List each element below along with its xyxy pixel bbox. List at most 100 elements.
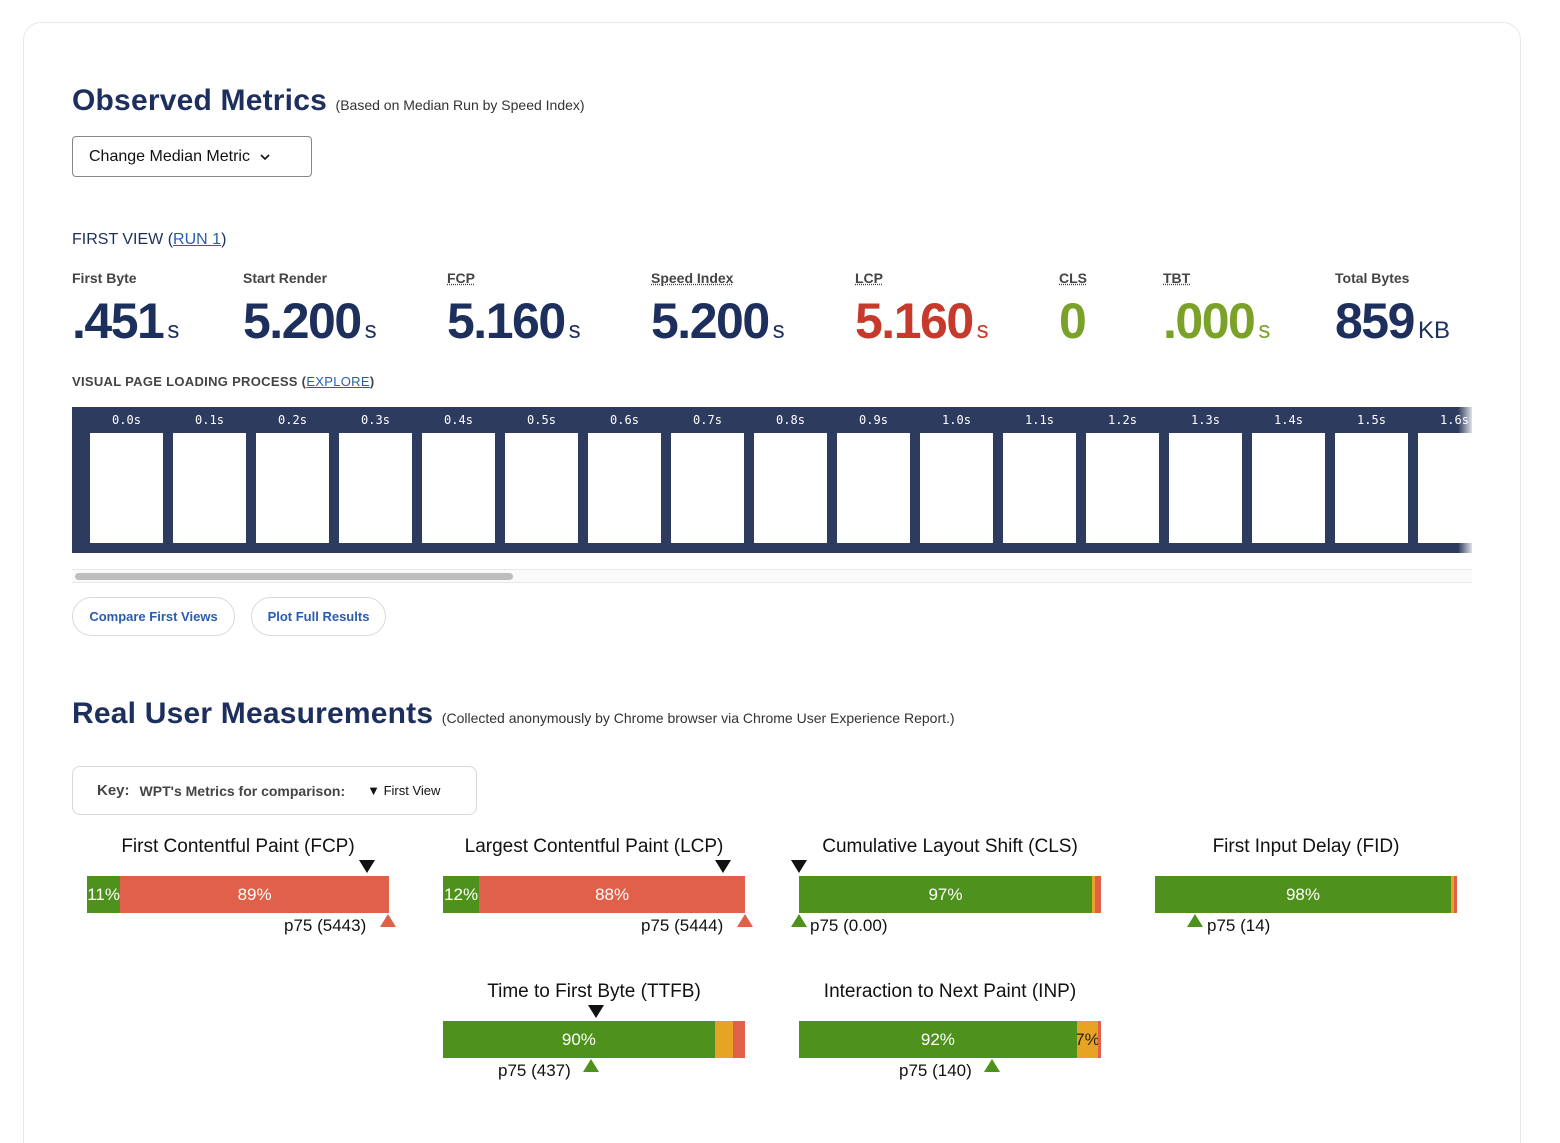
poor-segment	[1094, 876, 1101, 913]
rum-card-title: First Contentful Paint (FCP)	[121, 836, 355, 857]
frame-thumbnail[interactable]	[90, 433, 163, 543]
p75-label: p75 (0.00)	[810, 916, 888, 935]
frame-thumbnail[interactable]	[1003, 433, 1076, 543]
frame-thumbnail[interactable]	[1252, 433, 1325, 543]
frame-thumbnail[interactable]	[920, 433, 993, 543]
filmstrip-scrollbar[interactable]	[72, 569, 1472, 583]
needs-improvement-segment	[714, 1021, 733, 1058]
filmstrip-frame[interactable]: 1.1s	[985, 407, 1076, 553]
rum-metric-card: Cumulative Layout Shift (CLS) 97% p75 (0.0…	[791, 836, 1101, 936]
filmstrip-frame[interactable]: 0.7s	[653, 407, 744, 553]
poor-segment: 88%	[479, 876, 745, 913]
filmstrip-frame[interactable]: 1.5s	[1317, 407, 1408, 553]
distribution-bar: 12% 88%	[443, 876, 745, 913]
filmstrip-frame[interactable]: 0.9s	[819, 407, 910, 553]
frame-thumbnail[interactable]	[505, 433, 578, 543]
frame-thumbnail[interactable]	[256, 433, 329, 543]
filmstrip-frame[interactable]: 1.0s	[902, 407, 993, 553]
filmstrip-frame[interactable]: 1.2s	[1068, 407, 1159, 553]
p75-marker-icon	[791, 914, 807, 927]
run-1-link[interactable]: RUN 1	[173, 231, 222, 248]
distribution-bar: 92%7%	[799, 1021, 1101, 1058]
explore-link[interactable]: EXPLORE	[306, 374, 370, 389]
rum-metric-card: Time to First Byte (TTFB) 90% p75 (437)	[443, 981, 745, 1081]
first-view-marker-icon	[715, 860, 731, 873]
filmstrip-frame[interactable]: 1.4s	[1234, 407, 1325, 553]
metric-start-render: Start Render 5.200 s	[243, 270, 377, 349]
frame-time-label: 1.3s	[1191, 413, 1220, 427]
good-segment: 98%	[1155, 876, 1451, 913]
metric-first-byte: First Byte .451 s	[72, 270, 180, 349]
p75-label: p75 (14)	[1207, 916, 1271, 935]
good-segment: 90%	[443, 1021, 715, 1058]
frame-time-label: 0.9s	[859, 413, 888, 427]
frame-thumbnail[interactable]	[1086, 433, 1159, 543]
frame-thumbnail[interactable]	[1335, 433, 1408, 543]
distribution-bar: 97%	[799, 876, 1101, 913]
filmstrip-frame[interactable]: 0.4s	[404, 407, 495, 553]
scrollbar-thumb[interactable]	[75, 573, 513, 580]
metric-fcp: FCP 5.160 s	[447, 270, 581, 349]
frame-time-label: 0.1s	[195, 413, 224, 427]
plot-full-results-button[interactable]: Plot Full Results	[251, 597, 386, 636]
rum-title: Real User Measurements	[72, 697, 434, 730]
p75-marker-icon	[380, 914, 396, 927]
frame-thumbnail[interactable]	[588, 433, 661, 543]
filmstrip-frame[interactable]: 0.2s	[238, 407, 329, 553]
poor-segment: 89%	[120, 876, 389, 913]
compare-first-views-button[interactable]: Compare First Views	[72, 597, 235, 636]
frame-time-label: 1.1s	[1025, 413, 1054, 427]
observed-metrics-title: Observed Metrics	[72, 84, 327, 117]
observed-metrics-heading: Observed Metrics (Based on Median Run by…	[72, 84, 585, 118]
metric-speed-index: Speed Index 5.200 s	[651, 270, 785, 349]
rum-metric-card: First Input Delay (FID) 98% p75 (14)	[1155, 836, 1457, 936]
frame-thumbnail[interactable]	[422, 433, 495, 543]
p75-marker-icon	[583, 1059, 599, 1072]
key-metrics-label: WPT's Metrics for comparison:	[139, 782, 346, 799]
needs-improvement-segment	[1450, 876, 1454, 913]
first-view-marker-icon	[588, 1005, 604, 1018]
filmstrip-frame[interactable]: 0.8s	[736, 407, 827, 553]
metric-tbt: TBT .000 s	[1163, 270, 1271, 349]
comparison-key: Key: WPT's Metrics for comparison: ▼ Fir…	[72, 766, 477, 815]
rum-metric-card: First Contentful Paint (FCP) 11% 89% p75 (5…	[87, 836, 396, 936]
change-median-metric-dropdown[interactable]: Change Median Metric	[72, 136, 312, 177]
needs-improvement-segment: 7%	[1076, 1021, 1098, 1058]
poor-segment	[1097, 1021, 1101, 1058]
good-segment: 12%	[443, 876, 480, 913]
needs-improvement-segment	[1091, 876, 1095, 913]
filmstrip-frame[interactable]: 1.3s	[1151, 407, 1242, 553]
p75-label: p75 (5444)	[641, 916, 724, 935]
frame-time-label: 0.0s	[112, 413, 141, 427]
frame-thumbnail[interactable]	[339, 433, 412, 543]
rum-metric-card: Interaction to Next Paint (INP) 92%7% p75 …	[799, 981, 1101, 1081]
first-view-marker-icon	[791, 860, 807, 873]
frame-thumbnail[interactable]	[754, 433, 827, 543]
rum-card-title: Interaction to Next Paint (INP)	[823, 981, 1077, 1002]
frame-time-label: 0.5s	[527, 413, 556, 427]
visual-loading-label: VISUAL PAGE LOADING PROCESS (EXPLORE)	[72, 374, 375, 389]
filmstrip-frame[interactable]: 0.0s	[72, 407, 163, 553]
chevron-down-icon	[260, 153, 270, 160]
good-segment: 92%	[799, 1021, 1077, 1058]
filmstrip-frame[interactable]: 0.6s	[570, 407, 661, 553]
dropdown-label: Change Median Metric	[89, 147, 250, 165]
rum-subtitle: (Collected anonymously by Chrome browser…	[441, 710, 955, 726]
filmstrip-frame[interactable]: 0.5s	[487, 407, 578, 553]
frame-thumbnail[interactable]	[173, 433, 246, 543]
rum-card-title: Cumulative Layout Shift (CLS)	[822, 836, 1078, 857]
filmstrip-frame[interactable]: 0.1s	[155, 407, 246, 553]
rum-card-title: Time to First Byte (TTFB)	[487, 981, 701, 1002]
observed-metrics-subtitle: (Based on Median Run by Speed Index)	[335, 97, 585, 113]
frame-thumbnail[interactable]	[1169, 433, 1242, 543]
p75-label: p75 (140)	[899, 1061, 972, 1080]
distribution-bar: 98%	[1155, 876, 1457, 913]
filmstrip-frame[interactable]: 0.3s	[321, 407, 412, 553]
first-view-label: FIRST VIEW (RUN 1)	[72, 231, 227, 248]
frame-thumbnail[interactable]	[671, 433, 744, 543]
filmstrip[interactable]: 0.0s 0.1s 0.2s 0.3s 0.4s 0.5s 0.6s 0.7s 0.8s 0.9s…	[72, 407, 1472, 553]
rum-heading: Real User Measurements (Collected anonym…	[72, 697, 955, 731]
metric-lcp: LCP 5.160 s	[855, 270, 989, 349]
p75-marker-icon	[737, 914, 753, 927]
frame-thumbnail[interactable]	[837, 433, 910, 543]
